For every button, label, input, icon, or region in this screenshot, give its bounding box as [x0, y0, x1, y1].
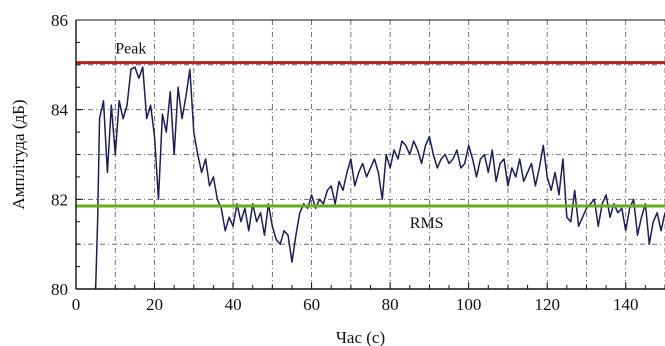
- labels: 80 82 84 86 0 20 40 60 80 100 120 140 Час (с) Ампліту…: [9, 11, 638, 346]
- x-tick-label: 60: [303, 295, 320, 314]
- x-tick-label: 20: [146, 295, 163, 314]
- y-tick-label: 82: [51, 190, 68, 209]
- y-tick-label: 80: [51, 280, 68, 299]
- grid: [76, 19, 665, 289]
- peak-label: Peak: [115, 41, 146, 58]
- x-axis-title: Час (с): [336, 328, 385, 346]
- axes: [75, 19, 665, 290]
- x-tick-label: 140: [613, 295, 639, 314]
- x-tick-label: 0: [72, 295, 81, 314]
- y-axis-title: Амплітуда (дБ): [9, 99, 28, 209]
- series-line: [94, 66, 665, 290]
- x-tick-label: 100: [456, 295, 482, 314]
- x-tick-label: 40: [225, 295, 242, 314]
- y-tick-label: 86: [51, 11, 68, 30]
- rms-label: RMS: [410, 215, 444, 232]
- series-layer: [76, 61, 665, 290]
- x-tick-label: 80: [382, 295, 399, 314]
- y-tick-label: 84: [51, 101, 69, 120]
- x-tick-label: 120: [534, 295, 560, 314]
